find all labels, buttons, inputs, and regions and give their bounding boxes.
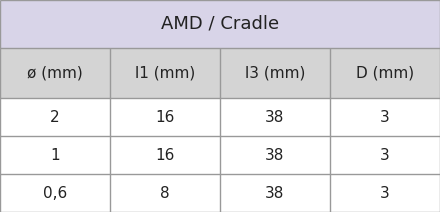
Bar [0, 0, 440, 48]
Text: 3: 3 [380, 110, 390, 124]
Bar [0, 136, 440, 174]
Text: AMD / Cradle: AMD / Cradle [161, 15, 279, 33]
Text: 0,6: 0,6 [43, 186, 67, 201]
Text: ø (mm): ø (mm) [27, 66, 83, 81]
Text: 2: 2 [50, 110, 60, 124]
Text: 16: 16 [155, 148, 175, 163]
Bar [0, 174, 440, 212]
Text: 8: 8 [160, 186, 170, 201]
Text: 1: 1 [50, 148, 60, 163]
Text: 38: 38 [265, 110, 285, 124]
Bar [0, 98, 440, 136]
Text: 38: 38 [265, 148, 285, 163]
Text: l3 (mm): l3 (mm) [245, 66, 305, 81]
Text: l1 (mm): l1 (mm) [135, 66, 195, 81]
Text: 3: 3 [380, 148, 390, 163]
Text: 38: 38 [265, 186, 285, 201]
Bar [0, 48, 440, 98]
Text: D (mm): D (mm) [356, 66, 414, 81]
Text: 3: 3 [380, 186, 390, 201]
Text: 16: 16 [155, 110, 175, 124]
